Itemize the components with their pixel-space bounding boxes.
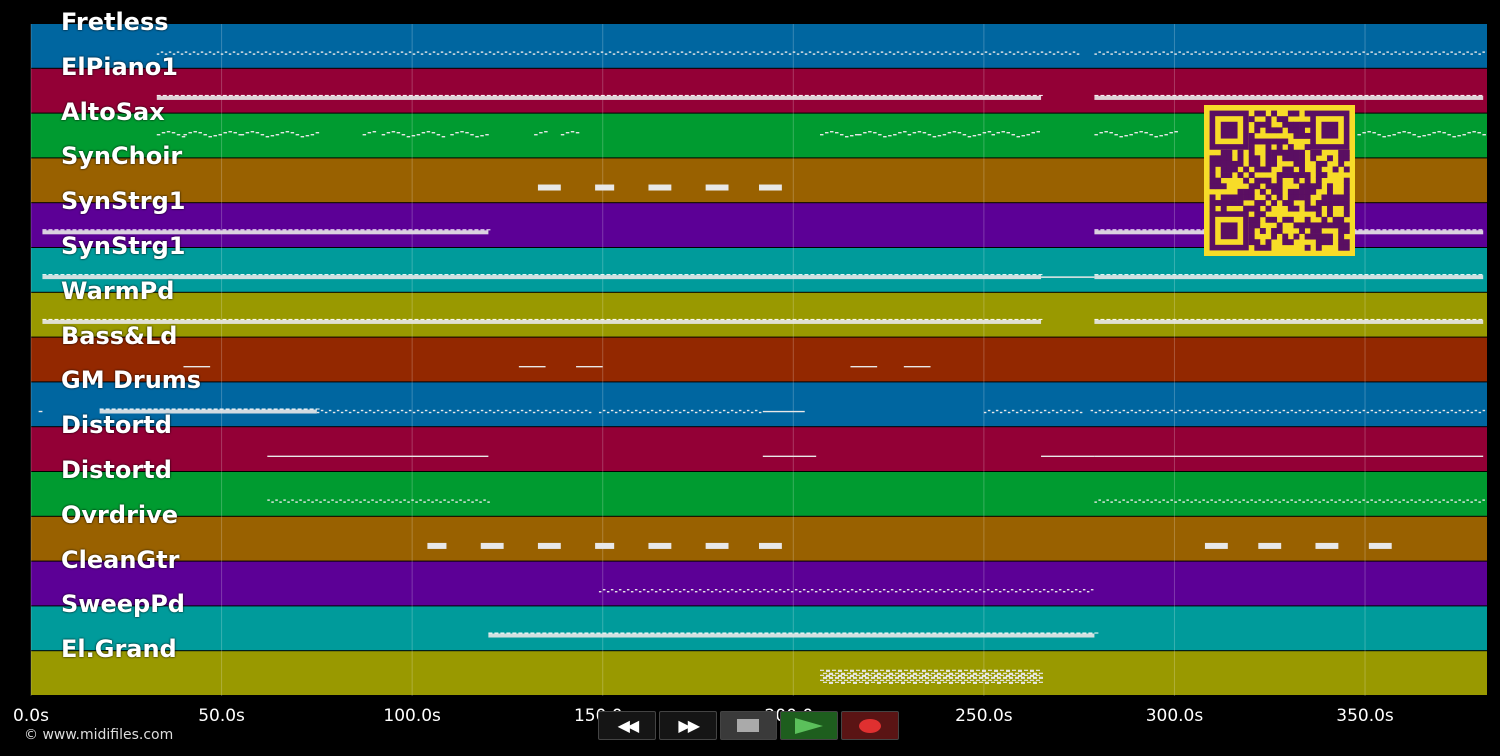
note-group	[1315, 542, 1339, 549]
note-group	[267, 499, 490, 503]
stop-button[interactable]	[719, 711, 778, 740]
time-tick-label: 100.0s	[383, 706, 441, 726]
track-label: Ovrdrive	[61, 500, 179, 529]
track-lane[interactable]	[31, 651, 1487, 695]
note-group	[759, 542, 782, 549]
track-label: Bass&Ld	[61, 321, 178, 350]
note-group	[156, 51, 1080, 55]
note-group	[991, 131, 1041, 138]
track-label: SweepPd	[61, 590, 185, 619]
rewind-icon: ◀◀	[617, 716, 640, 735]
track-label: ElPiano1	[61, 52, 178, 81]
note-group	[598, 409, 762, 414]
track-lane[interactable]	[31, 606, 1487, 651]
note-group	[99, 408, 320, 414]
time-tick-label: 350.0s	[1336, 706, 1394, 726]
track-lane[interactable]	[31, 427, 1487, 471]
track-lane[interactable]	[31, 516, 1487, 561]
note-group	[759, 184, 782, 191]
note-group	[427, 542, 447, 549]
track-lane[interactable]	[31, 561, 1487, 606]
stop-icon	[737, 719, 760, 732]
track-label: Distortd	[61, 411, 172, 440]
track-label: CleanGtr	[61, 545, 180, 574]
track-lane[interactable]	[31, 24, 1487, 68]
note-group	[42, 318, 1043, 324]
note-group	[156, 94, 1043, 100]
track-lane[interactable]	[31, 337, 1487, 382]
note-group	[488, 632, 1099, 638]
track-label: AltoSax	[61, 97, 165, 126]
note-group	[362, 131, 377, 136]
note-group	[705, 184, 729, 191]
note-group	[1258, 542, 1282, 549]
note-group	[705, 542, 729, 549]
track-label: Fretless	[61, 8, 169, 36]
note-group	[42, 229, 491, 235]
note-group	[595, 184, 615, 191]
note-group	[1094, 274, 1484, 280]
note-group	[858, 131, 907, 138]
note-group	[183, 131, 242, 138]
note-group	[907, 131, 992, 138]
track-label: Distortd	[61, 456, 172, 484]
record-button[interactable]	[841, 711, 899, 740]
fast-forward-button[interactable]: ▶▶	[658, 711, 717, 740]
track-label: GM Drums	[61, 366, 202, 395]
note-group	[983, 409, 1083, 414]
note-group	[240, 131, 320, 138]
record-icon	[859, 718, 882, 733]
note-group	[819, 669, 1043, 684]
track-label: El.Grand	[61, 635, 177, 664]
note-group	[1090, 409, 1486, 414]
track-label: SynStrg1	[61, 232, 186, 260]
note-group	[1094, 318, 1484, 324]
track-label: SynChoir	[61, 142, 183, 171]
qr-code	[1204, 105, 1355, 256]
play-icon	[795, 717, 824, 734]
note-group	[648, 184, 672, 191]
note-group	[537, 542, 561, 549]
note-group	[560, 131, 580, 136]
note-group	[1094, 499, 1485, 503]
note-group	[1204, 542, 1228, 549]
note-group	[316, 409, 592, 414]
note-group	[381, 131, 446, 138]
rewind-button[interactable]: ◀◀	[598, 711, 656, 740]
note-group	[1094, 131, 1178, 138]
fast-forward-icon: ▶▶	[678, 716, 700, 735]
note-group	[480, 542, 504, 549]
time-tick-label: 300.0s	[1145, 706, 1204, 726]
track-lane[interactable]	[31, 472, 1487, 516]
note-group	[595, 542, 615, 549]
time-tick-label: 50.0s	[198, 706, 245, 726]
time-tick-label: 0.0s	[13, 706, 49, 726]
track-label: WarmPd	[61, 276, 175, 305]
note-group	[1357, 131, 1486, 138]
note-group	[1094, 51, 1485, 55]
track-label: SynStrg1	[61, 187, 186, 216]
note-group	[1094, 94, 1484, 100]
note-group	[156, 131, 186, 138]
note-group	[1368, 542, 1392, 549]
transport-controls: ◀◀ ▶▶	[598, 711, 902, 740]
note-group	[537, 184, 561, 191]
play-button[interactable]	[780, 711, 839, 740]
time-tick-label: 250.0s	[955, 706, 1013, 726]
note-group	[42, 274, 1043, 280]
note-group	[648, 542, 672, 549]
copyright-notice: © www.midifiles.com	[24, 727, 174, 743]
note-group	[598, 589, 1094, 593]
track-lane[interactable]	[31, 382, 1487, 427]
track-lane[interactable]	[31, 292, 1487, 337]
note-group	[534, 131, 548, 136]
note-group	[450, 131, 489, 138]
note-group	[819, 131, 859, 138]
